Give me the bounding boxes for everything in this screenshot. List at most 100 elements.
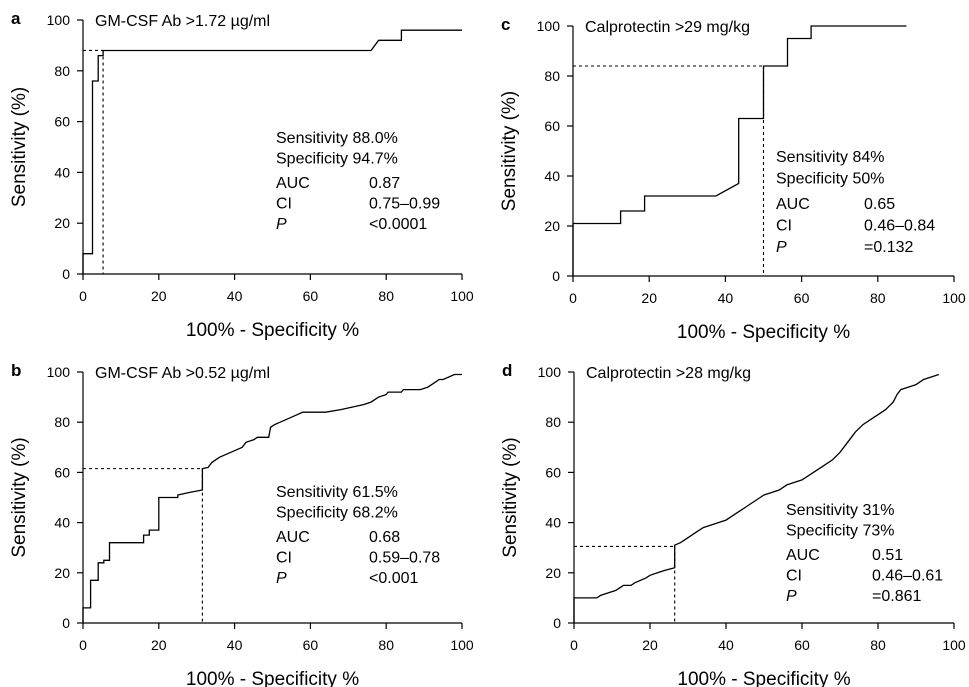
y-tick-label: 40 <box>54 515 70 531</box>
stat-label: AUC <box>276 175 310 192</box>
stat-label: Specificity 73% <box>786 523 895 540</box>
stat-value: 0.59–0.78 <box>369 550 440 567</box>
y-axis-title: Sensitivity (%) <box>500 437 521 557</box>
y-tick-label: 20 <box>544 218 560 234</box>
panel-letter: a <box>11 9 21 28</box>
y-tick-label: 80 <box>544 68 560 84</box>
x-tick-label: 80 <box>378 288 394 304</box>
y-tick-label: 0 <box>553 615 561 631</box>
y-tick-label: 0 <box>552 268 560 284</box>
y-tick-label: 100 <box>537 18 561 34</box>
stat-label: Specificity 68.2% <box>276 505 398 522</box>
stat-label: P <box>276 570 287 587</box>
stat-value: 0.46–0.84 <box>864 218 935 235</box>
stat-label: Specificity 50% <box>776 171 885 188</box>
x-axis-title: 100% - Specificity % <box>677 669 850 687</box>
y-tick-label: 80 <box>54 414 70 430</box>
x-tick-label: 20 <box>642 637 658 653</box>
stat-label: Sensitivity 88.0% <box>276 130 398 147</box>
y-axis-title: Sensitivity (%) <box>499 91 520 211</box>
stat-label: CI <box>776 218 792 235</box>
panel-letter: c <box>501 15 510 34</box>
y-tick-label: 20 <box>545 565 561 581</box>
stat-label: Sensitivity 84% <box>776 149 885 166</box>
panel-title: GM-CSF Ab >1.72 µg/ml <box>95 13 270 30</box>
stat-label: Sensitivity 31% <box>786 502 895 519</box>
x-tick-label: 0 <box>569 290 577 306</box>
x-tick-label: 40 <box>227 637 243 653</box>
panel-title: Calprotectin >29 mg/kg <box>585 19 750 36</box>
stat-label: AUC <box>776 196 810 213</box>
stat-label: CI <box>786 568 802 585</box>
x-tick-label: 40 <box>718 290 734 306</box>
x-tick-label: 60 <box>303 288 319 304</box>
x-tick-label: 40 <box>718 637 734 653</box>
x-tick-label: 100 <box>942 637 966 653</box>
x-tick-label: 0 <box>79 637 87 653</box>
roc-curve-c <box>572 25 907 276</box>
stat-label: AUC <box>786 547 820 564</box>
x-tick-label: 20 <box>151 637 167 653</box>
y-axis-title: Sensitivity (%) <box>9 87 30 207</box>
stat-value: 0.87 <box>369 175 400 192</box>
y-tick-label: 60 <box>544 118 560 134</box>
stat-label: P <box>786 588 797 605</box>
roc-curve-d <box>573 373 940 623</box>
x-axis-title: 100% - Specificity % <box>186 669 359 687</box>
x-tick-label: 80 <box>870 290 886 306</box>
y-tick-label: 60 <box>545 464 561 480</box>
stat-value: =0.861 <box>872 588 921 605</box>
y-tick-label: 100 <box>538 364 562 380</box>
x-axis-title: 100% - Specificity % <box>677 322 850 343</box>
stat-label: Specificity 94.7% <box>276 151 398 168</box>
panel-title: Calprotectin >28 mg/kg <box>586 365 751 382</box>
x-tick-label: 60 <box>794 290 810 306</box>
stat-value: <0.001 <box>369 570 418 587</box>
stat-label: Sensitivity 61.5% <box>276 484 398 501</box>
y-tick-label: 40 <box>544 168 560 184</box>
x-tick-label: 20 <box>641 290 657 306</box>
y-tick-label: 80 <box>545 414 561 430</box>
roc-curve-b <box>82 373 462 623</box>
stat-label: CI <box>276 196 292 213</box>
stat-label: AUC <box>276 529 310 546</box>
x-tick-label: 100 <box>450 637 474 653</box>
stat-label: P <box>776 239 787 256</box>
x-tick-label: 0 <box>79 288 87 304</box>
x-tick-label: 100 <box>942 290 966 306</box>
y-tick-label: 40 <box>545 515 561 531</box>
x-tick-label: 100 <box>450 288 474 304</box>
stat-value: 0.51 <box>872 547 903 564</box>
x-tick-label: 0 <box>570 637 578 653</box>
y-tick-label: 0 <box>62 615 70 631</box>
stat-value: 0.65 <box>864 196 895 213</box>
panel-letter: d <box>502 361 512 380</box>
stat-value: 0.75–0.99 <box>369 196 440 213</box>
y-tick-label: 60 <box>54 464 70 480</box>
y-tick-label: 100 <box>47 12 71 28</box>
stat-value: =0.132 <box>864 239 913 256</box>
stat-value: 0.68 <box>369 529 400 546</box>
x-tick-label: 60 <box>794 637 810 653</box>
roc-curve-a <box>82 29 462 274</box>
panel-title: GM-CSF Ab >0.52 µg/ml <box>95 365 270 382</box>
x-tick-label: 20 <box>151 288 167 304</box>
y-axis-title: Sensitivity (%) <box>9 437 30 557</box>
stat-value: 0.46–0.61 <box>872 568 943 585</box>
y-tick-label: 80 <box>54 63 70 79</box>
x-tick-label: 40 <box>227 288 243 304</box>
stat-label: CI <box>276 550 292 567</box>
y-tick-label: 100 <box>47 364 71 380</box>
y-tick-label: 60 <box>54 114 70 130</box>
stat-value: <0.0001 <box>369 216 427 233</box>
y-tick-label: 20 <box>54 215 70 231</box>
y-tick-label: 0 <box>62 266 70 282</box>
x-tick-label: 80 <box>870 637 886 653</box>
y-tick-label: 20 <box>54 565 70 581</box>
y-tick-label: 40 <box>54 164 70 180</box>
stat-label: P <box>276 216 287 233</box>
x-tick-label: 60 <box>303 637 319 653</box>
panel-letter: b <box>11 361 21 380</box>
x-axis-title: 100% - Specificity % <box>186 320 359 341</box>
